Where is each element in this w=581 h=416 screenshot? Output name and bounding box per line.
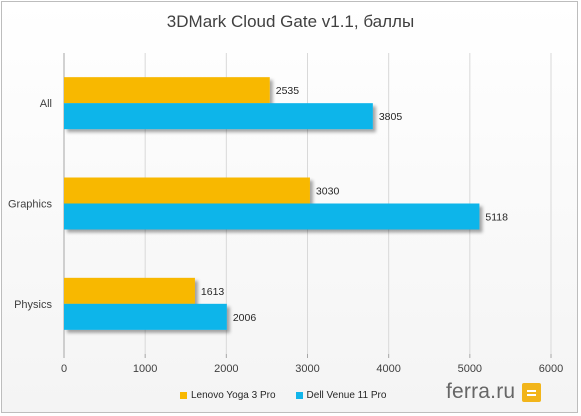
legend-swatch-lenovo	[180, 392, 187, 399]
x-tick-label-2000: 2000	[214, 363, 238, 375]
legend-label-lenovo: Lenovo Yoga 3 Pro	[191, 390, 276, 401]
legend-item-dell: Dell Venue 11 Pro	[295, 390, 387, 401]
brand-text: ferra.ru	[446, 380, 516, 403]
x-tick-label-6000: 6000	[539, 363, 563, 375]
bar-graphics-series-1	[64, 203, 480, 230]
bar-graphics-series-0	[64, 177, 310, 204]
bar-all-series-1	[64, 103, 373, 130]
x-tick-label-5000: 5000	[458, 363, 482, 375]
legend-item-lenovo: Lenovo Yoga 3 Pro	[180, 390, 276, 401]
data-label-physics-series-0: 1613	[201, 286, 225, 298]
x-tick-label-3000: 3000	[295, 363, 319, 375]
x-tick-label-1000: 1000	[133, 363, 157, 375]
y-category-label-all: All	[40, 98, 52, 110]
chart-legend: Lenovo Yoga 3 Pro Dell Venue 11 Pro	[180, 390, 386, 401]
x-tick-label-4000: 4000	[376, 363, 400, 375]
bar-physics-series-0	[64, 277, 195, 304]
data-label-physics-series-1: 2006	[233, 312, 257, 324]
ferra-logo-icon	[522, 382, 542, 402]
bar-all-series-0	[64, 77, 270, 104]
legend-swatch-dell	[295, 392, 303, 399]
chart-title: 3DMark Cloud Gate v1.1, баллы	[166, 12, 415, 31]
y-category-label-graphics: Graphics	[8, 199, 53, 211]
data-label-all-series-0: 2535	[276, 85, 300, 97]
data-label-graphics-series-1: 5118	[485, 212, 508, 224]
bar-physics-series-1	[64, 303, 227, 330]
legend-label-dell: Dell Venue 11 Pro	[306, 390, 387, 401]
data-label-all-series-1: 3805	[379, 111, 403, 123]
y-category-label-physics: Physics	[14, 299, 52, 311]
brand-logo: ferra.ru	[446, 380, 542, 404]
x-tick-label-0: 0	[61, 363, 67, 375]
data-label-graphics-series-0: 3030	[316, 186, 340, 198]
